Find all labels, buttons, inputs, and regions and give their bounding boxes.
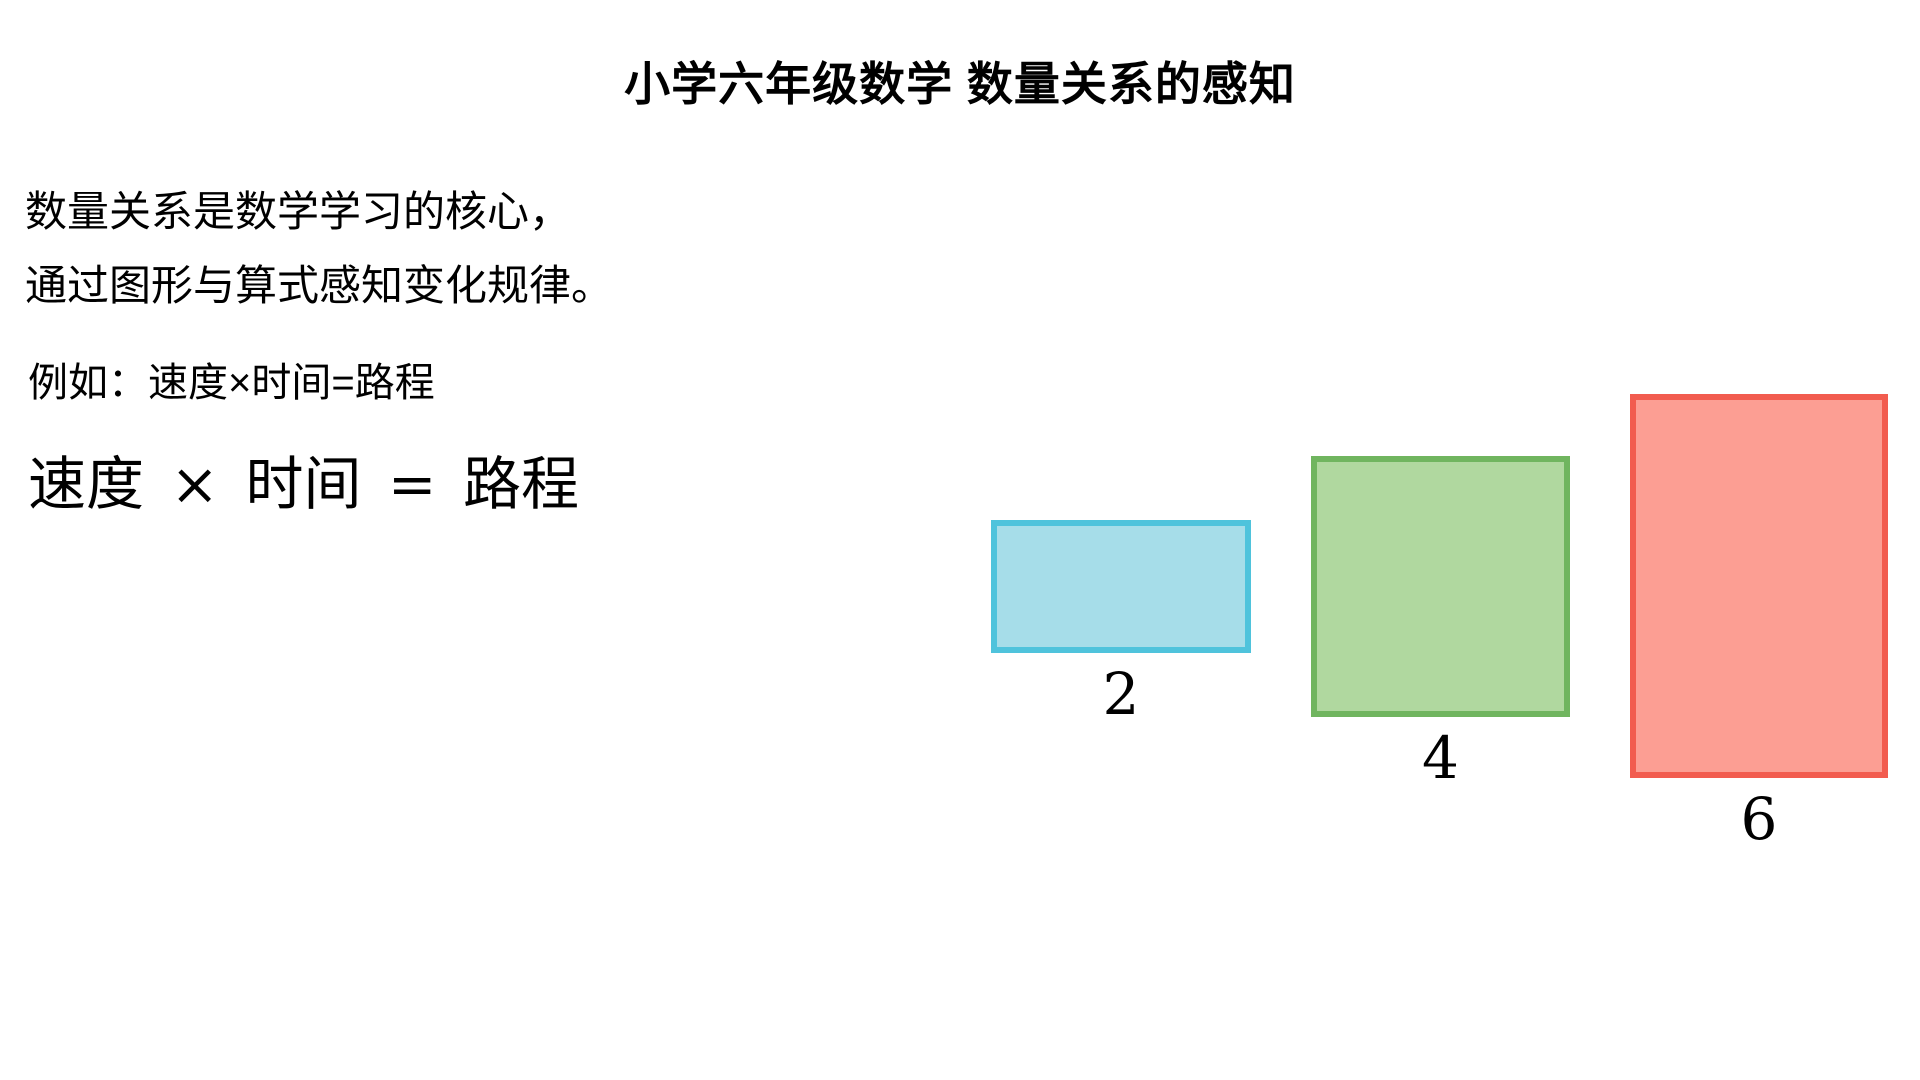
rect-label-4: 4 — [1422, 724, 1459, 792]
rect-group-2: 2 — [991, 520, 1251, 723]
rect-group-4: 4 — [1311, 456, 1570, 787]
rect-group-6: 6 — [1630, 394, 1888, 848]
intro-line-1: 数量关系是数学学习的核心， — [25, 188, 572, 235]
formula-text: 速度 × 时间 = 路程 — [28, 450, 579, 518]
blue-rectangle — [991, 520, 1251, 653]
example-label: 例如：速度×时间=路程 — [28, 361, 435, 405]
rect-label-6: 6 — [1740, 785, 1778, 853]
page-title: 小学六年级数学 数量关系的感知 — [624, 58, 1296, 110]
rect-label-2: 2 — [1102, 660, 1140, 728]
red-rectangle — [1630, 394, 1888, 778]
green-rectangle — [1311, 456, 1570, 717]
intro-line-2: 通过图形与算式感知变化规律。 — [25, 262, 614, 309]
